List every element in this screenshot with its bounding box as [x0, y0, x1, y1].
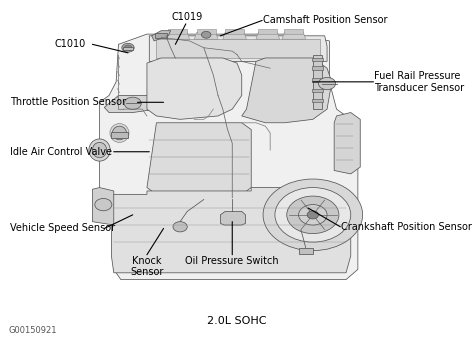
Polygon shape [282, 32, 306, 39]
Circle shape [122, 43, 134, 52]
Text: Throttle Position Sensor: Throttle Position Sensor [10, 97, 127, 107]
Ellipse shape [110, 123, 129, 143]
Bar [312, 89, 323, 92]
Polygon shape [220, 211, 246, 225]
Text: Idle Air Control Valve: Idle Air Control Valve [10, 147, 112, 157]
Ellipse shape [89, 139, 110, 161]
Bar [155, 33, 167, 38]
Bar [284, 29, 303, 34]
Polygon shape [223, 32, 246, 39]
Bar [312, 78, 323, 82]
Polygon shape [104, 95, 161, 113]
Text: C1019: C1019 [172, 12, 203, 22]
Polygon shape [149, 36, 327, 61]
Circle shape [319, 77, 336, 90]
Polygon shape [166, 32, 190, 39]
Text: Knock
Sensor: Knock Sensor [130, 256, 164, 277]
Text: Fuel Rail Pressure
Transducer Sensor: Fuel Rail Pressure Transducer Sensor [374, 71, 465, 93]
Circle shape [299, 205, 327, 225]
Text: Vehicle Speed Sensor: Vehicle Speed Sensor [10, 223, 116, 234]
Bar [197, 29, 216, 34]
Ellipse shape [112, 126, 127, 140]
Polygon shape [147, 123, 251, 194]
Circle shape [263, 179, 363, 251]
Circle shape [124, 45, 132, 50]
Polygon shape [242, 58, 332, 123]
Circle shape [95, 198, 112, 211]
Circle shape [201, 31, 211, 38]
Bar [123, 47, 133, 50]
Bar [299, 248, 313, 254]
Ellipse shape [92, 143, 107, 158]
Text: Oil Pressure Switch: Oil Pressure Switch [185, 256, 279, 266]
Bar [168, 29, 187, 34]
Bar [225, 29, 244, 34]
Text: C1010: C1010 [55, 39, 86, 49]
Bar [312, 99, 323, 102]
Polygon shape [147, 58, 242, 119]
Text: Camshaft Position Sensor: Camshaft Position Sensor [263, 15, 388, 26]
Polygon shape [256, 32, 280, 39]
Polygon shape [152, 31, 171, 41]
Bar [312, 58, 323, 61]
Polygon shape [100, 34, 358, 280]
Polygon shape [194, 32, 218, 39]
Bar [111, 132, 128, 138]
Circle shape [287, 196, 339, 234]
Circle shape [173, 222, 187, 232]
Circle shape [307, 211, 319, 219]
Text: 2.0L SOHC: 2.0L SOHC [207, 316, 267, 326]
Bar [312, 66, 323, 70]
Text: Crankshaft Position Sensor: Crankshaft Position Sensor [341, 222, 472, 232]
Text: G00150921: G00150921 [9, 326, 57, 335]
Bar [258, 29, 277, 34]
Polygon shape [156, 39, 320, 58]
Polygon shape [92, 188, 114, 225]
Polygon shape [334, 113, 360, 174]
Polygon shape [111, 188, 351, 273]
Circle shape [275, 188, 351, 242]
Circle shape [124, 97, 141, 109]
Bar [313, 55, 322, 109]
